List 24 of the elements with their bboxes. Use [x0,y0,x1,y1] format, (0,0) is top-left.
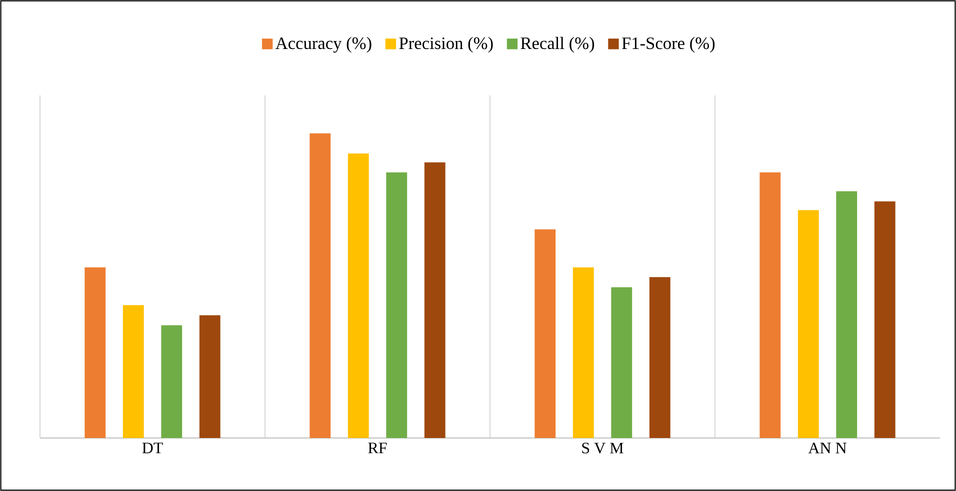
bar [386,172,408,438]
x-tick-label: RF [368,442,387,454]
legend-label: Accuracy (%) [276,36,372,53]
bar [534,229,556,438]
bar [199,315,220,438]
legend-label: Precision (%) [399,36,493,53]
bar [424,162,446,438]
x-tick-label: DT [142,442,163,454]
x-tick-label: AN N [808,442,846,454]
bar [122,305,144,438]
bar [649,277,670,438]
legend-label: Recall (%) [520,36,594,53]
bar [348,153,369,438]
bar [760,172,781,438]
bar [310,133,331,438]
bar [798,210,819,438]
bar [611,287,632,438]
bar [84,267,106,438]
bar [874,201,896,438]
bar [836,191,858,438]
bar [572,267,594,438]
bar [161,325,182,438]
x-tick-label: S V M [582,442,624,454]
legend-label: F1-Score (%) [622,36,715,53]
